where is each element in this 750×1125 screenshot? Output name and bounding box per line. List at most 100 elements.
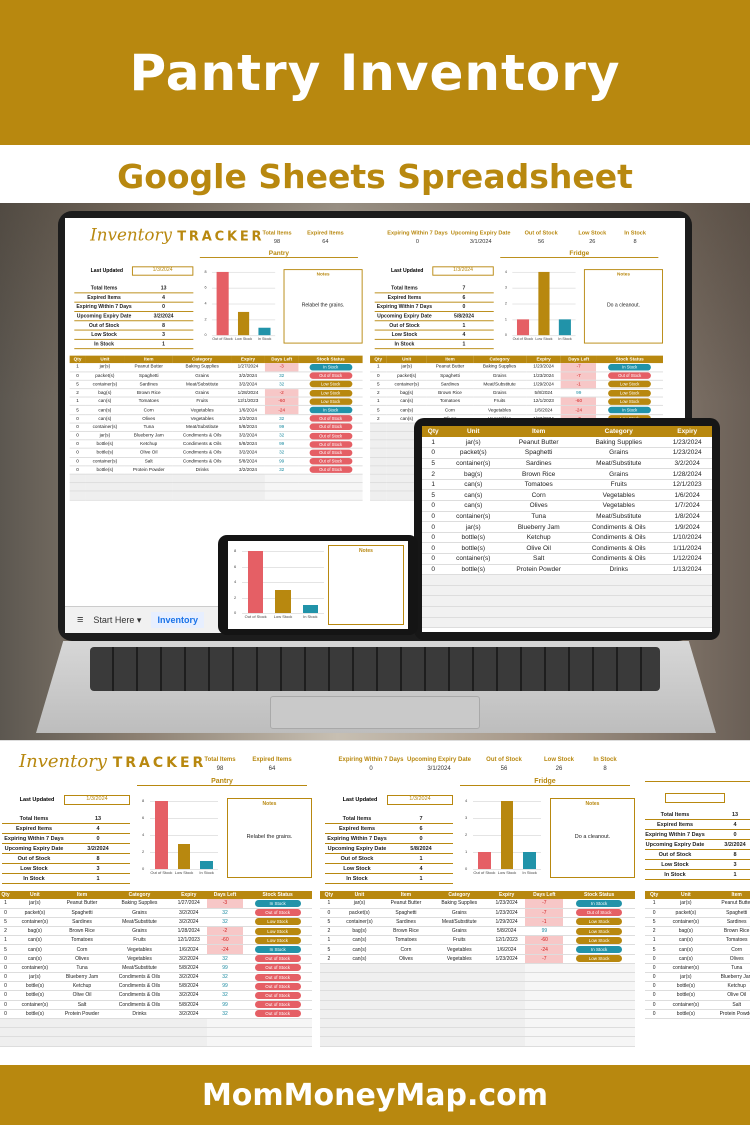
table-cell[interactable] (430, 1018, 488, 1029)
table-cell[interactable]: 32 (206, 908, 244, 918)
table-cell[interactable] (444, 617, 503, 629)
table-cell[interactable]: 1 (370, 363, 387, 373)
table-cell[interactable] (525, 1018, 564, 1029)
table-row[interactable]: 5 container(s) Sardines Meat/Substitute 1/29… (370, 380, 663, 390)
table-cell[interactable]: 12/1/2023 (526, 397, 562, 407)
table-cell[interactable]: -7 (561, 371, 597, 381)
table-cell[interactable]: Condiments & Oils (575, 532, 663, 544)
table-cell[interactable]: 2 (0, 926, 14, 937)
table-row[interactable]: 1 jar(s) Peanut Butter Baking Supplies 1/23/… (422, 437, 712, 449)
table-row[interactable]: 0 can(s) Olives (645, 954, 750, 964)
table-cell[interactable]: 32 (206, 990, 244, 1001)
table-cell[interactable] (370, 491, 387, 501)
table-cell[interactable]: Olive Oil (55, 990, 109, 1001)
stock-status-cell[interactable]: Out of Stock (243, 981, 312, 992)
table-cell[interactable]: Drinks (575, 564, 663, 576)
table-cell[interactable] (563, 1009, 635, 1019)
table-cell[interactable]: 0 (422, 553, 445, 565)
table-cell[interactable] (444, 585, 503, 597)
table-row[interactable]: 1 jar(s) Peanut Butter Baking Supplies 1/23/… (320, 899, 635, 909)
table-cell[interactable]: container(s) (444, 553, 503, 565)
table-cell[interactable] (206, 1027, 244, 1038)
table-cell[interactable] (55, 1027, 109, 1038)
table-cell[interactable]: 3/2/2024 (662, 458, 712, 470)
table-row[interactable]: 0 bottle(s) Protein Powder Drinks 3/2/2024 32… (0, 1009, 312, 1019)
table-row[interactable] (320, 972, 635, 983)
table-cell[interactable]: can(s) (85, 414, 125, 424)
table-cell[interactable] (444, 595, 503, 607)
table-cell[interactable]: Spaghetti (55, 908, 109, 918)
stock-status-cell[interactable]: Low Stock (243, 935, 312, 946)
table-row[interactable] (0, 1018, 312, 1029)
stock-status-cell[interactable]: Low Stock (243, 926, 312, 937)
table-cell[interactable] (206, 1036, 244, 1047)
table-row[interactable]: 0 bottle(s) Protein Powder Drinks 3/2/2024 32… (69, 465, 363, 475)
table-cell[interactable]: 32 (206, 954, 244, 964)
stock-status-cell[interactable]: Out of Stock (298, 422, 363, 432)
table-cell[interactable] (386, 491, 427, 501)
table-cell[interactable]: 5 (320, 917, 338, 928)
table-cell[interactable]: 99 (561, 388, 597, 398)
table-row[interactable] (320, 1027, 635, 1038)
table-cell[interactable]: can(s) (337, 935, 382, 946)
notes-box[interactable]: Notes Do a cleanout. (583, 269, 663, 344)
table-cell[interactable] (108, 1018, 171, 1029)
table-cell[interactable] (525, 1027, 564, 1038)
table-cell[interactable]: bottle(s) (663, 990, 709, 1001)
table-cell[interactable]: 1 (320, 899, 338, 909)
table-cell[interactable]: 1/7/2024 (662, 500, 712, 512)
stock-status-cell[interactable]: In Stock (298, 405, 363, 415)
table-cell[interactable]: Olives (124, 414, 174, 424)
table-row[interactable]: 1 can(s) Tomatoes Fruits 12/1/2023 -60 Low Sto… (320, 935, 635, 946)
table-cell[interactable] (170, 1027, 207, 1038)
table-cell[interactable]: Condiments & Oils (173, 439, 232, 449)
table-cell[interactable] (298, 474, 363, 484)
table-cell[interactable] (563, 981, 635, 992)
stock-status-cell[interactable]: Out of Stock (298, 465, 363, 475)
table-cell[interactable]: jar(s) (337, 899, 382, 909)
table-cell[interactable]: bag(s) (13, 926, 56, 937)
table-row[interactable]: 0 packet(s) Spaghetti (645, 908, 750, 918)
table-cell[interactable]: 0 (69, 457, 86, 467)
table-cell[interactable]: container(s) (337, 917, 382, 928)
table-cell[interactable]: Tomatoes (55, 935, 109, 946)
table-row[interactable]: 1 can(s) Tomatoes Fruits 12/1/2023 -60 Low Sto… (69, 397, 363, 407)
table-cell[interactable]: Grains (473, 388, 527, 398)
table-cell[interactable]: container(s) (444, 511, 503, 523)
table-cell[interactable]: Fruits (430, 935, 488, 946)
table-cell[interactable]: Vegetables (430, 954, 488, 964)
table-cell[interactable]: Spaghetti (502, 447, 576, 459)
table-cell[interactable]: 0 (422, 532, 445, 544)
table-cell[interactable]: -24 (264, 405, 299, 415)
table-row[interactable]: 0 packet(s) Spaghetti Grains 1/23/2024 -7 Out … (370, 371, 663, 381)
table-cell[interactable]: Grains (430, 908, 488, 918)
table-cell[interactable]: 5 (645, 944, 664, 955)
table-cell[interactable] (430, 1036, 488, 1047)
stock-status-cell[interactable]: Out of Stock (243, 954, 312, 964)
stock-status-cell[interactable]: Out of Stock (563, 908, 635, 918)
table-cell[interactable]: Sardines (708, 917, 750, 928)
table-cell[interactable] (170, 1036, 207, 1047)
table-row[interactable]: 2 bag(s) Brown Rice Grains 1/28/2024 -2 Low St… (0, 926, 312, 937)
table-cell[interactable] (381, 1009, 431, 1019)
table-cell[interactable] (69, 491, 86, 501)
table-cell[interactable]: can(s) (444, 489, 503, 502)
table-cell[interactable] (487, 990, 526, 1001)
table-cell[interactable]: 12/1/2023 (170, 935, 207, 946)
table-cell[interactable]: 1/6/2024 (662, 489, 712, 502)
table-cell[interactable]: Tomatoes (381, 935, 431, 946)
table-cell[interactable] (381, 1036, 431, 1047)
table-cell[interactable]: Fruits (473, 397, 527, 407)
stock-status-cell[interactable]: Out of Stock (243, 990, 312, 1001)
table-row[interactable]: 5 can(s) Corn Vegetables 1/6/2024 (422, 489, 712, 502)
table-cell[interactable] (298, 491, 363, 501)
table-cell[interactable]: 1 (422, 437, 445, 449)
table-cell[interactable]: 99 (264, 457, 299, 467)
table-cell[interactable]: 99 (206, 963, 244, 974)
table-cell[interactable]: Fruits (108, 935, 171, 946)
table-cell[interactable]: jar(s) (663, 972, 709, 983)
table-cell[interactable] (444, 606, 503, 618)
table-cell[interactable]: Tomatoes (708, 935, 750, 946)
stock-status-cell[interactable]: In Stock (563, 899, 635, 909)
